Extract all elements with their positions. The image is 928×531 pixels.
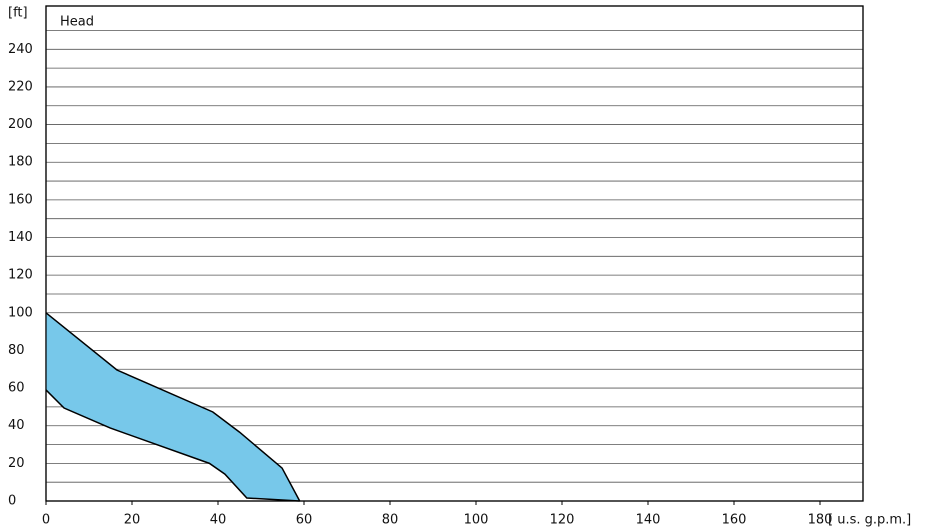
x-tick-label: 180 [808, 513, 833, 528]
y-tick-label: 120 [8, 268, 33, 283]
y-tick-label: 80 [8, 343, 25, 358]
y-tick-label: 140 [8, 230, 33, 245]
y-tick-label: 180 [8, 155, 33, 170]
y-tick-label: 20 [8, 456, 25, 471]
x-tick-label: 0 [42, 513, 50, 528]
x-tick-label: 40 [210, 513, 227, 528]
y-tick-label: 60 [8, 381, 25, 396]
x-tick-label: 160 [722, 513, 747, 528]
y-unit: [ft] [8, 6, 28, 21]
band-area [46, 312, 300, 501]
y-tick-label: 200 [8, 117, 33, 132]
x-tick-label: 120 [550, 513, 575, 528]
x-tick-label: 60 [296, 513, 313, 528]
y-tick-label: 240 [8, 42, 33, 57]
y-tick-label: 0 [8, 494, 16, 509]
lower-curve [45, 389, 300, 502]
x-tick-label: 80 [382, 513, 399, 528]
x-unit: [ u.s. g.p.m.] [828, 513, 911, 528]
upper-curve [45, 312, 301, 502]
y-tick-label: 160 [8, 192, 33, 207]
x-tick-label: 100 [464, 513, 489, 528]
y-tick-label: 220 [8, 79, 33, 94]
x-tick-label: 140 [636, 513, 661, 528]
x-tick-label: 20 [124, 513, 141, 528]
y-tick-label: 100 [8, 305, 33, 320]
plot-frame [45, 5, 864, 502]
curve-label: Head [60, 15, 94, 30]
y-tick-label: 40 [8, 418, 25, 433]
